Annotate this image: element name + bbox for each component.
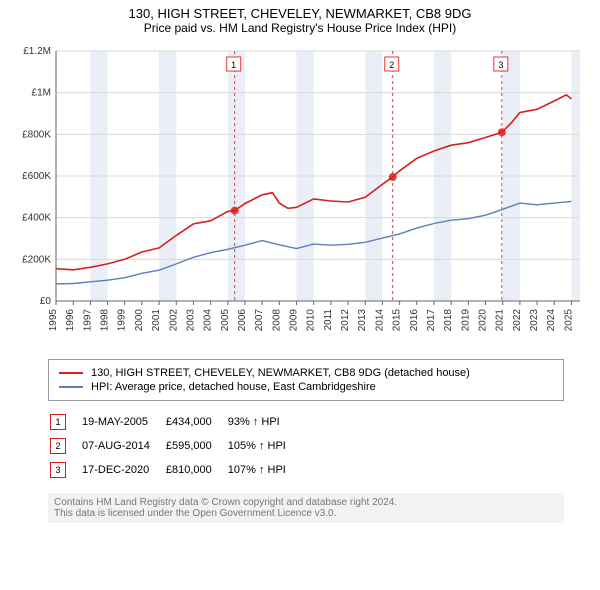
marker-row: 1 19-MAY-2005£434,00093% ↑ HPI (50, 411, 300, 433)
svg-text:2008: 2008 (271, 309, 282, 332)
marker-pct: 93% ↑ HPI (228, 411, 300, 433)
svg-text:£1M: £1M (32, 88, 51, 99)
marker-pct: 107% ↑ HPI (228, 459, 300, 481)
svg-text:2014: 2014 (374, 309, 385, 332)
svg-text:2007: 2007 (254, 309, 265, 332)
svg-text:2015: 2015 (392, 309, 403, 332)
svg-text:1995: 1995 (48, 309, 59, 332)
legend: 130, HIGH STREET, CHEVELEY, NEWMARKET, C… (48, 359, 564, 401)
svg-text:2002: 2002 (168, 309, 179, 332)
legend-swatch-hpi (59, 386, 83, 388)
svg-text:2018: 2018 (443, 309, 454, 332)
chart-svg: £0 £200K £400K £600K £800K £1M £1.2M 1995 1996 19… (10, 41, 590, 351)
svg-text:£400K: £400K (22, 213, 51, 224)
chart-title: 130, HIGH STREET, CHEVELEY, NEWMARKET, C… (6, 6, 594, 21)
svg-text:2021: 2021 (495, 309, 506, 332)
marker-row: 2 07-AUG-2014£595,000105% ↑ HPI (50, 435, 300, 457)
footnote-line-2: This data is licensed under the Open Gov… (54, 508, 558, 519)
svg-text:£600K: £600K (22, 171, 51, 182)
svg-text:2016: 2016 (409, 309, 420, 332)
svg-text:2009: 2009 (289, 309, 300, 332)
svg-text:£1.2M: £1.2M (23, 46, 51, 57)
footnote: Contains HM Land Registry data © Crown c… (48, 493, 564, 523)
svg-text:1998: 1998 (100, 309, 111, 332)
svg-text:2012: 2012 (340, 309, 351, 332)
markers-table: 1 19-MAY-2005£434,00093% ↑ HPI 2 07-AUG-201… (48, 409, 302, 483)
svg-text:2020: 2020 (478, 309, 489, 332)
svg-text:2024: 2024 (546, 309, 557, 332)
marker-date: 07-AUG-2014 (82, 435, 164, 457)
svg-text:2: 2 (389, 60, 394, 70)
svg-text:£800K: £800K (22, 129, 51, 140)
marker-badge: 1 (50, 414, 66, 430)
legend-row-property: 130, HIGH STREET, CHEVELEY, NEWMARKET, C… (59, 366, 553, 380)
svg-text:2011: 2011 (323, 309, 334, 331)
footnote-line-1: Contains HM Land Registry data © Crown c… (54, 497, 558, 508)
svg-text:2025: 2025 (563, 309, 574, 332)
marker-date: 17-DEC-2020 (82, 459, 164, 481)
svg-text:2000: 2000 (134, 309, 145, 332)
marker-badge: 3 (50, 462, 66, 478)
marker-price: £595,000 (166, 435, 226, 457)
svg-text:1996: 1996 (65, 309, 76, 332)
legend-label-property: 130, HIGH STREET, CHEVELEY, NEWMARKET, C… (91, 367, 470, 379)
svg-text:£200K: £200K (22, 254, 51, 265)
svg-text:1997: 1997 (82, 309, 93, 332)
svg-text:1999: 1999 (117, 309, 128, 332)
svg-text:2013: 2013 (357, 309, 368, 332)
price-chart: £0 £200K £400K £600K £800K £1M £1.2M 1995 1996 19… (10, 41, 590, 351)
legend-label-hpi: HPI: Average price, detached house, East… (91, 381, 376, 393)
marker-pct: 105% ↑ HPI (228, 435, 300, 457)
chart-subtitle: Price paid vs. HM Land Registry's House … (6, 21, 594, 35)
legend-swatch-property (59, 372, 83, 374)
svg-text:1: 1 (231, 60, 236, 70)
svg-text:£0: £0 (40, 296, 52, 307)
svg-text:2019: 2019 (460, 309, 471, 332)
svg-text:2010: 2010 (306, 309, 317, 332)
svg-text:2022: 2022 (512, 309, 523, 332)
marker-price: £434,000 (166, 411, 226, 433)
svg-text:2017: 2017 (426, 309, 437, 332)
svg-text:2004: 2004 (203, 309, 214, 332)
svg-text:2006: 2006 (237, 309, 248, 332)
svg-text:2005: 2005 (220, 309, 231, 332)
marker-row: 3 17-DEC-2020£810,000107% ↑ HPI (50, 459, 300, 481)
svg-text:3: 3 (498, 60, 503, 70)
marker-date: 19-MAY-2005 (82, 411, 164, 433)
marker-price: £810,000 (166, 459, 226, 481)
legend-row-hpi: HPI: Average price, detached house, East… (59, 380, 553, 394)
svg-text:2023: 2023 (529, 309, 540, 332)
svg-text:2001: 2001 (151, 309, 162, 332)
svg-text:2003: 2003 (185, 309, 196, 332)
marker-badge: 2 (50, 438, 66, 454)
